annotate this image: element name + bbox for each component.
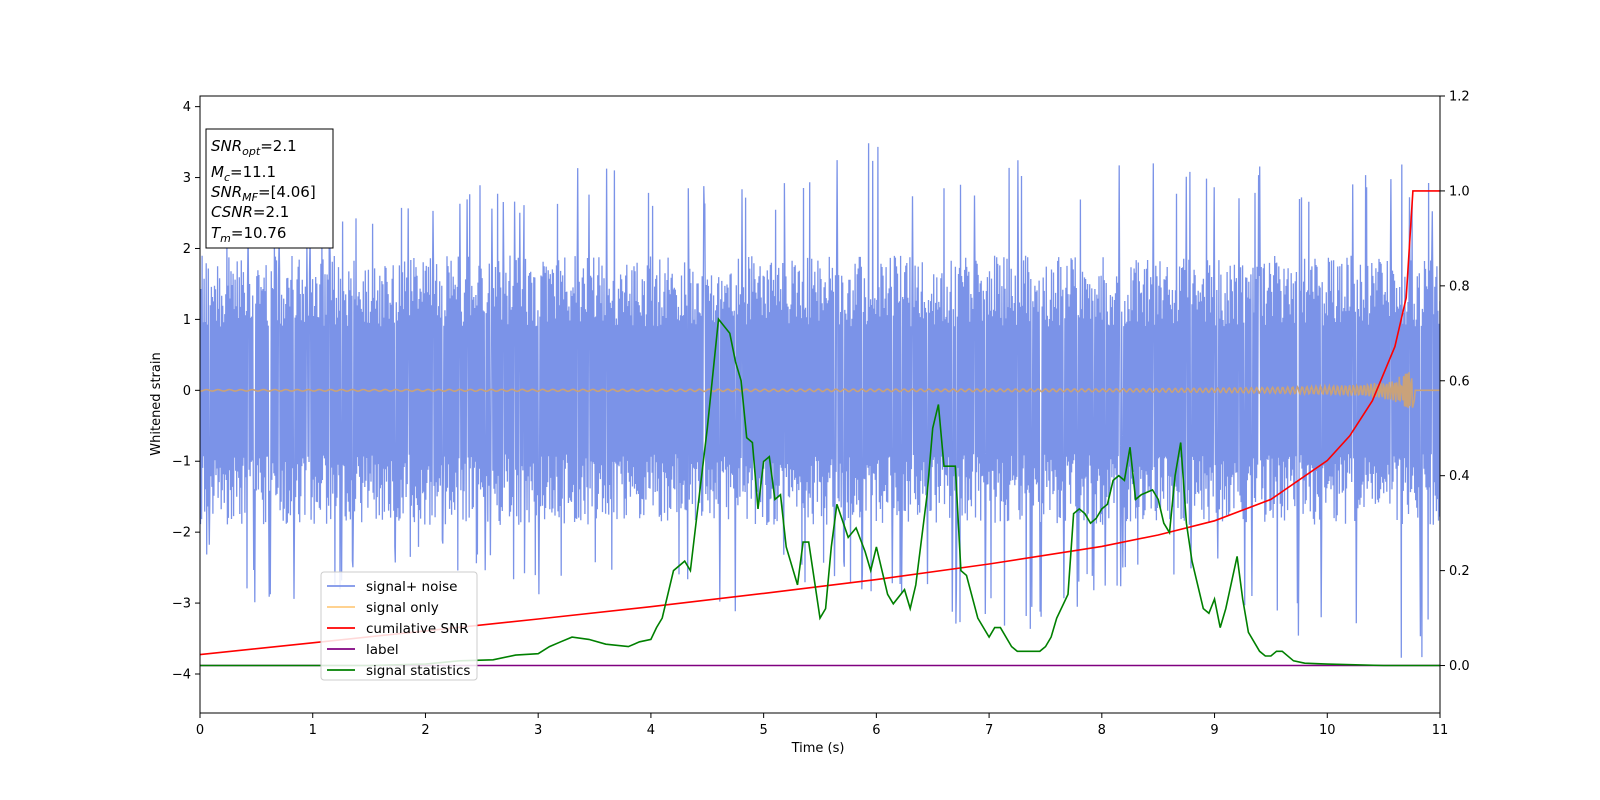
series-signal-noise [200,143,1440,658]
x-tick-label: 1 [309,723,317,738]
x-axis-label: Time (s) [791,741,845,756]
legend-label: signal statistics [366,663,470,679]
y-tick-label: 2 [183,242,191,257]
legend-label: signal+ noise [366,579,457,595]
y-tick-label: 4 [183,100,191,115]
y-tick-label: 3 [183,171,191,186]
y2-tick-label: 1.0 [1449,184,1470,199]
y-tick-label: −1 [172,455,191,470]
y2-tick-label: 1.2 [1449,90,1470,105]
y-tick-label: −4 [172,667,191,682]
x-tick-label: 6 [872,723,880,738]
y2-tick-label: 0.6 [1449,374,1470,389]
y-tick-label: 1 [183,313,191,328]
x-tick-label: 2 [421,723,429,738]
x-tick-label: 9 [1210,723,1218,738]
info-snr-opt: SNRopt=2.1 [211,137,297,158]
y2-tick-label: 0.2 [1449,564,1470,579]
y-tick-label: −3 [172,597,191,612]
x-tick-label: 3 [534,723,542,738]
info-box: SNRopt=2.1 Mc=11.1 SNRMF=[4.06] CSNR=2.1… [205,128,334,249]
legend-label: cumilative SNR [366,621,469,637]
legend-label: label [366,642,399,658]
y-tick-label: 0 [183,384,191,399]
info-tm: Tm=10.76 [211,224,286,245]
y2-tick-label: 0.0 [1449,659,1470,674]
y-axis-right: 0.0 0.2 0.4 0.6 0.8 1.0 1.2 [1440,90,1470,674]
y-axis-left: −4 −3 −2 −1 0 1 2 3 4 [172,100,200,682]
x-tick-label: 5 [759,723,767,738]
y-tick-label: −2 [172,526,191,541]
y2-tick-label: 0.4 [1449,469,1470,484]
x-axis: 0 1 2 3 4 5 6 7 8 9 10 11 [196,713,1448,738]
series-signal-statistics [200,317,1440,667]
y2-tick-label: 0.8 [1449,279,1470,294]
series-signal-only [200,372,1440,408]
legend-label: signal only [366,600,439,616]
x-tick-label: 8 [1098,723,1106,738]
x-tick-label: 7 [985,723,993,738]
x-tick-label: 11 [1432,723,1449,738]
legend: signal+ noise signal only cumilative SNR la… [320,571,478,681]
x-tick-label: 4 [647,723,655,738]
x-tick-label: 10 [1319,723,1336,738]
info-mc: Mc=11.1 [211,163,276,184]
plot-frame [199,95,1441,714]
info-csnr: CSNR=2.1 [211,203,289,221]
y-axis-label: Whitened strain [149,352,164,455]
x-tick-label: 0 [196,723,204,738]
info-snr-mf: SNRMF=[4.06] [211,183,316,204]
